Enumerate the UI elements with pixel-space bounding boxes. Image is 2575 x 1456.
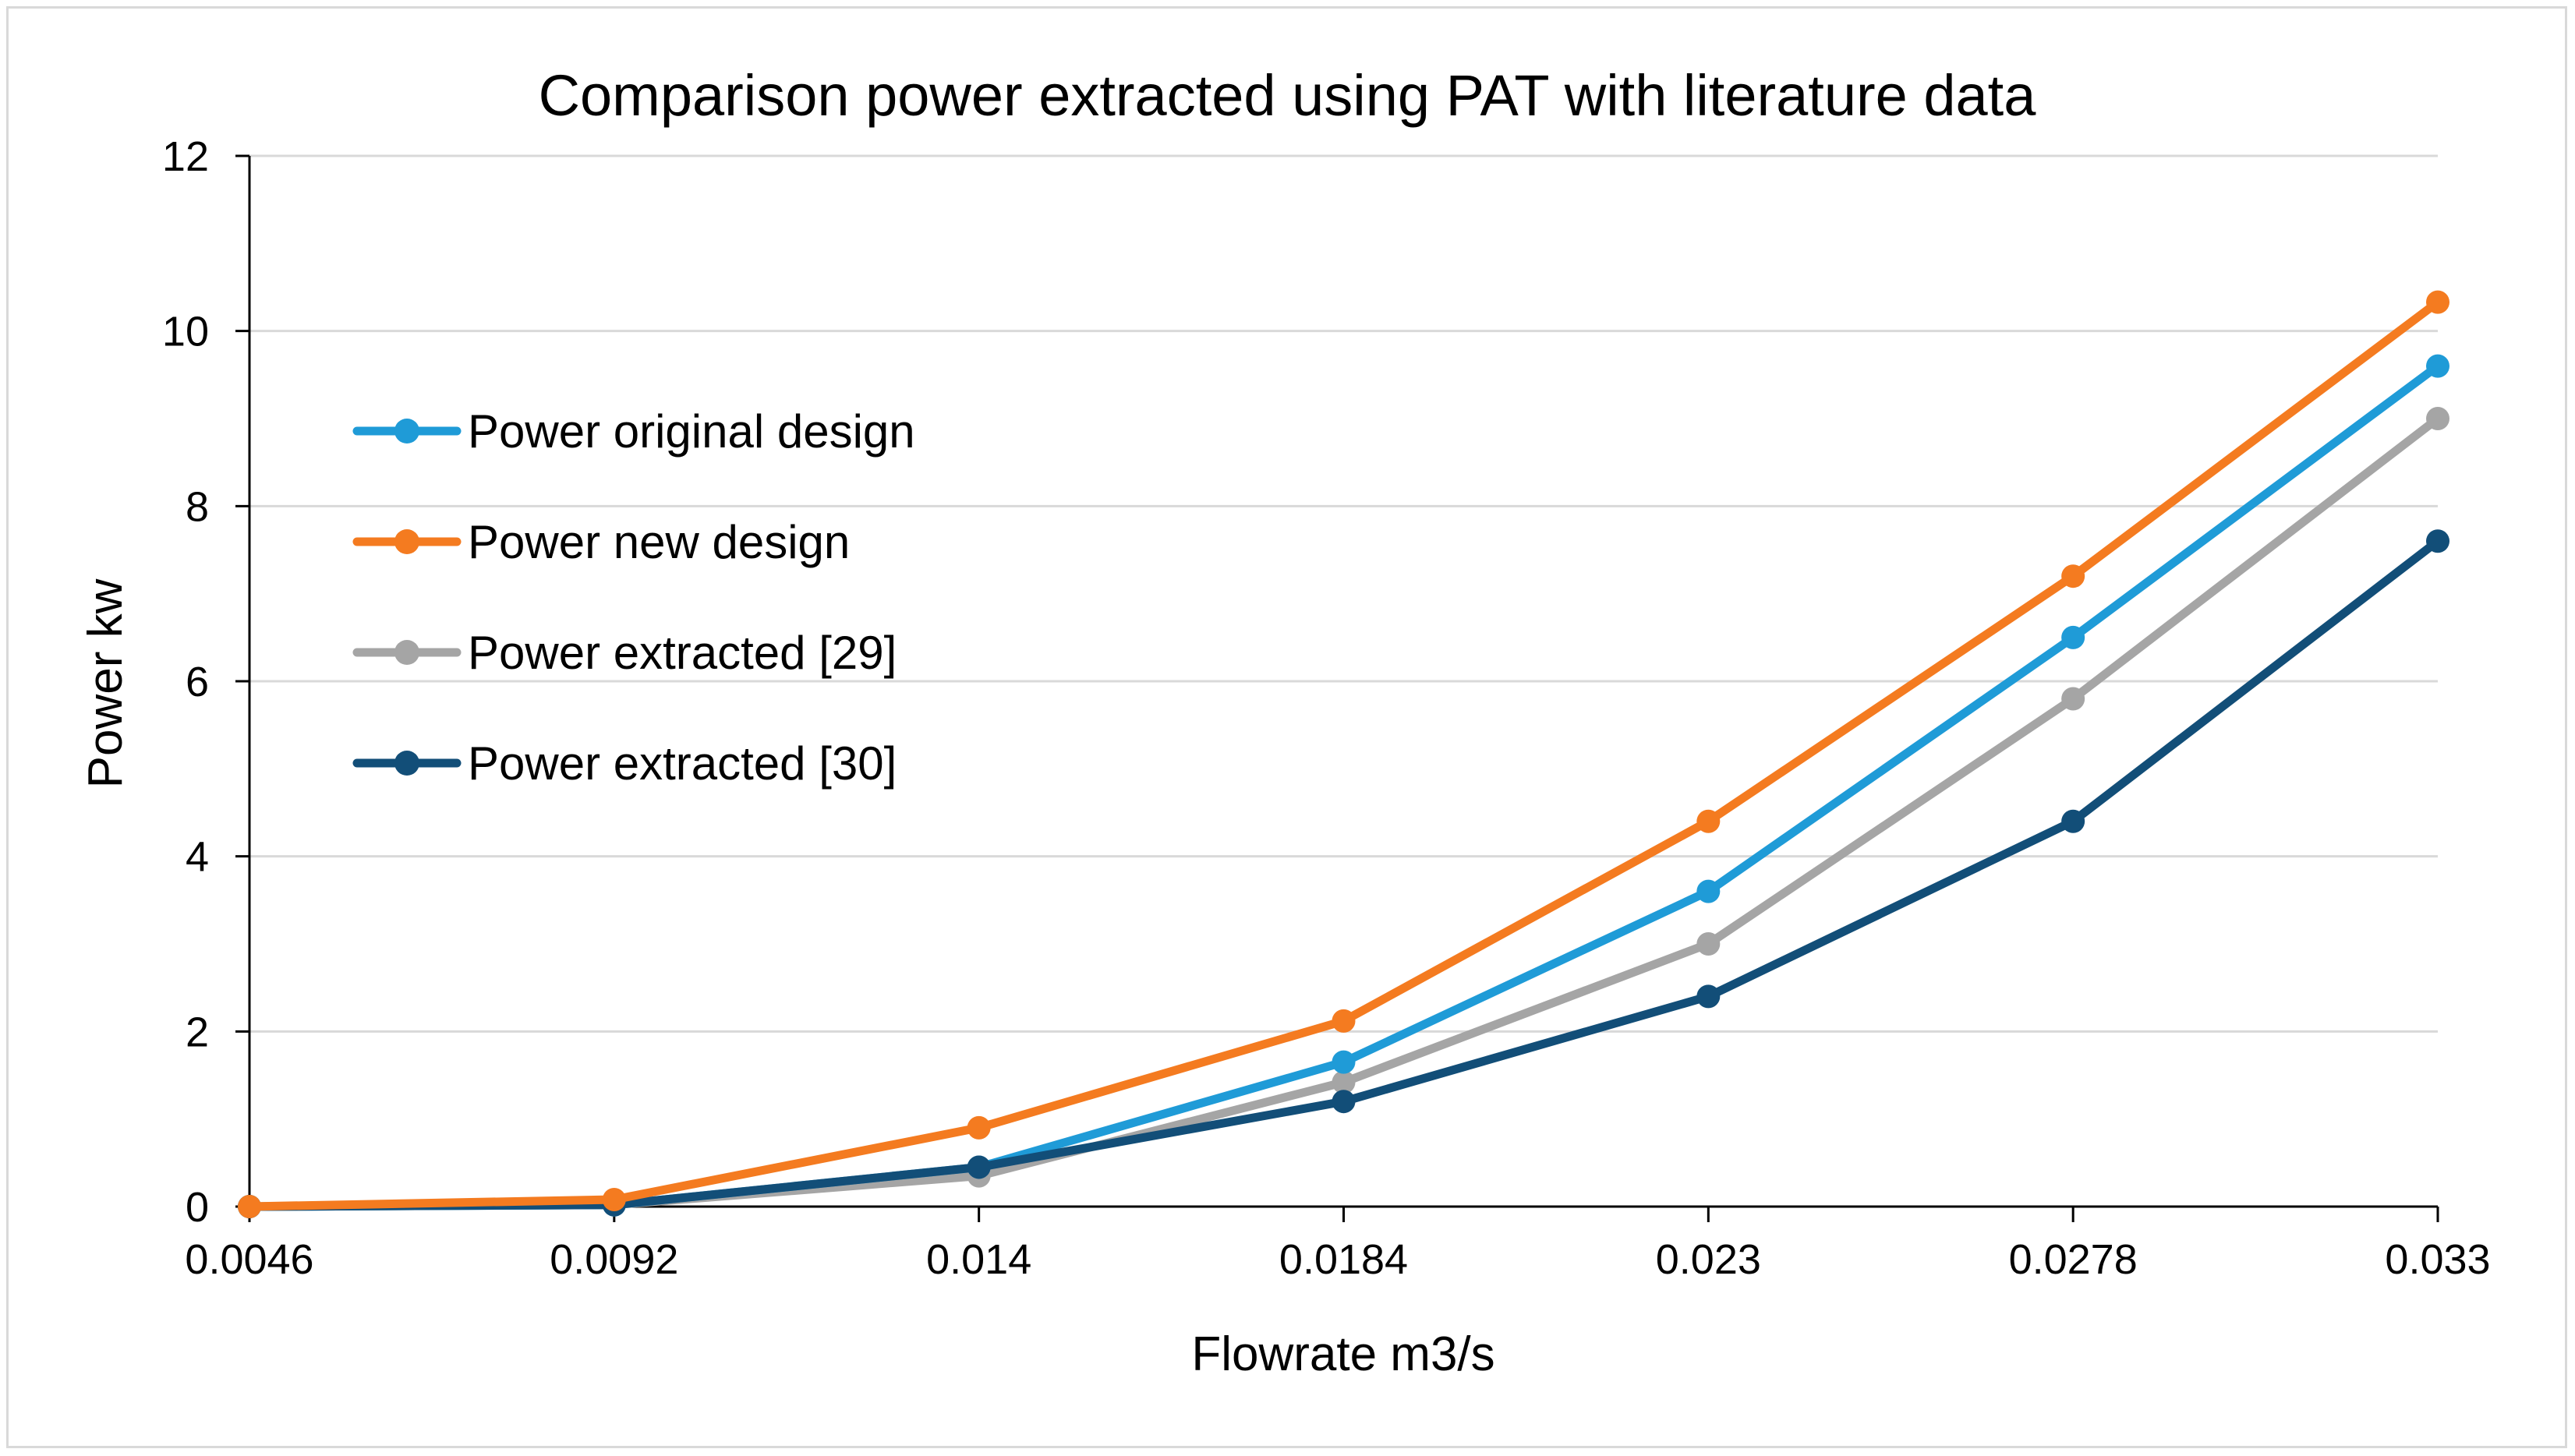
x-tick-label-0: 0.0046 xyxy=(185,1236,313,1283)
series-2-point-6 xyxy=(2426,407,2449,430)
legend-swatch-marker-0 xyxy=(394,419,419,444)
x-tick-labels: 0.0046 0.0092 0.014 0.0184 0.023 0.0278 0.033 xyxy=(185,1236,2490,1283)
legend-item-1: Power new design xyxy=(352,516,850,568)
y-tick-label-12: 12 xyxy=(162,133,209,180)
y-tick-label-6: 6 xyxy=(186,659,209,705)
legend-swatch-marker-3 xyxy=(394,751,419,776)
series-1-point-0 xyxy=(238,1195,261,1218)
legend-label-0: Power original design xyxy=(468,405,915,458)
series-1-point-1 xyxy=(602,1188,626,1212)
series-1-point-6 xyxy=(2426,290,2449,314)
y-tick-label-0: 0 xyxy=(186,1184,209,1231)
gridlines xyxy=(249,154,2438,1033)
y-tick-labels: 0 2 4 6 8 10 12 xyxy=(162,133,209,1231)
series-0-point-3 xyxy=(1332,1050,1356,1074)
series-0-point-5 xyxy=(2061,625,2085,649)
series-1-point-4 xyxy=(1696,809,1721,833)
legend-swatch-marker-2 xyxy=(394,640,419,665)
series-0-point-6 xyxy=(2426,354,2449,378)
series-3-point-5 xyxy=(2061,809,2085,833)
x-tick-label-6: 0.033 xyxy=(2385,1236,2490,1283)
y-tick-label-4: 4 xyxy=(186,834,209,881)
x-tick-label-2: 0.014 xyxy=(926,1236,1031,1283)
x-tick-label-1: 0.0092 xyxy=(550,1236,678,1283)
legend-item-3: Power extracted [30] xyxy=(352,737,897,790)
legend-label-2: Power extracted [29] xyxy=(468,627,897,679)
legend-item-2: Power extracted [29] xyxy=(352,627,897,679)
y-axis-label: Power kw xyxy=(79,578,133,788)
legend-label-3: Power extracted [30] xyxy=(468,737,897,790)
series-3-point-3 xyxy=(1332,1090,1356,1114)
series-3-point-6 xyxy=(2426,529,2449,553)
x-tick-label-4: 0.023 xyxy=(1656,1236,1761,1283)
series-3-point-2 xyxy=(967,1155,991,1179)
legend-item-0: Power original design xyxy=(352,405,915,458)
x-tick-label-5: 0.0278 xyxy=(2009,1236,2138,1283)
legend-label-1: Power new design xyxy=(468,516,850,568)
series-2-point-3 xyxy=(1332,1070,1356,1094)
y-tick-label-8: 8 xyxy=(186,483,209,530)
series-1-point-5 xyxy=(2061,564,2085,588)
series-group xyxy=(238,290,2449,1218)
series-0-point-4 xyxy=(1696,879,1721,903)
legend-swatch-marker-1 xyxy=(394,529,419,554)
series-1 xyxy=(238,290,2449,1218)
x-axis-label: Flowrate m3/s xyxy=(1191,1327,1494,1381)
series-1-point-2 xyxy=(967,1115,991,1140)
y-tick-label-10: 10 xyxy=(162,309,209,355)
series-2-point-4 xyxy=(1696,932,1721,956)
series-1-point-3 xyxy=(1332,1009,1356,1033)
series-2-point-5 xyxy=(2061,687,2085,711)
chart-title: Comparison power extracted using PAT wit… xyxy=(539,63,2037,128)
y-tick-label-2: 2 xyxy=(186,1009,209,1055)
x-tick-label-3: 0.0184 xyxy=(1279,1236,1408,1283)
legend: Power original design Power new design Pow… xyxy=(352,405,915,790)
series-3-point-4 xyxy=(1696,984,1721,1009)
